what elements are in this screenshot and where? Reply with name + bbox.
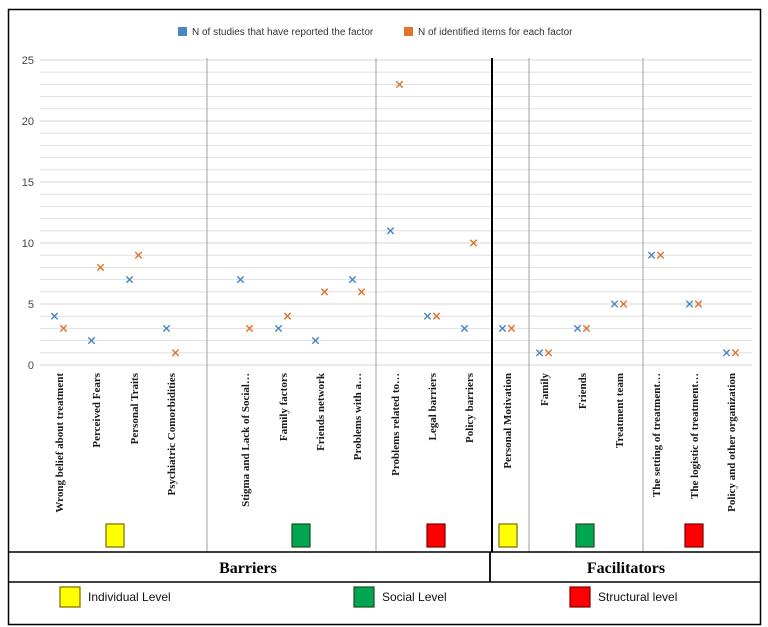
outer-border: [7, 8, 762, 626]
data-marker-studies: [535, 349, 544, 357]
key-label-social: Social Level: [382, 590, 447, 604]
level-key: Individual Level Social Level Structural…: [59, 586, 677, 608]
category-label: Perceived Fears: [91, 372, 103, 447]
category-labels: Wrong belief about treatment Perceived Fe…: [54, 372, 738, 513]
data-marker-items: [544, 349, 553, 357]
group-level-box: [684, 523, 704, 548]
data-markers: [50, 80, 740, 357]
data-marker-studies: [50, 312, 59, 320]
data-marker-items: [283, 312, 292, 320]
data-marker-items: [134, 251, 143, 259]
category-label: The setting of treatment…: [651, 373, 663, 497]
y-gridlines: [40, 59, 752, 366]
data-marker-studies: [498, 324, 507, 333]
y-tick-label: 15: [22, 177, 34, 189]
category-label: Policy and other organization: [726, 373, 738, 512]
y-tick-label: 10: [22, 238, 34, 250]
data-marker-items: [694, 300, 703, 308]
barriers-label: Barriers: [219, 560, 277, 577]
data-marker-studies: [87, 336, 96, 345]
group-level-markers: [105, 523, 704, 548]
category-label: Problems with a…: [352, 373, 364, 460]
data-marker-studies: [162, 324, 171, 333]
data-marker-items: [582, 324, 591, 333]
data-marker-items: [395, 80, 404, 89]
category-label: Policy barriers: [464, 372, 476, 443]
data-marker-items: [357, 288, 366, 296]
group-separators: [206, 58, 644, 552]
group-level-box: [426, 523, 446, 548]
group-level-box: [291, 523, 311, 548]
data-marker-studies: [125, 275, 134, 284]
y-tick-label: 0: [28, 360, 34, 372]
data-marker-items: [619, 300, 628, 308]
category-label: Problems related to…: [390, 373, 402, 476]
data-marker-studies: [386, 227, 395, 235]
data-marker-items: [320, 288, 329, 296]
data-marker-studies: [610, 300, 619, 308]
legend-swatch-items: [404, 27, 413, 36]
key-swatch-individual: [59, 586, 81, 608]
data-marker-items: [469, 239, 478, 247]
data-marker-studies: [722, 349, 731, 357]
data-marker-items: [245, 324, 254, 333]
key-label-individual: Individual Level: [88, 590, 171, 604]
category-label: Personal Traits: [129, 372, 141, 444]
data-marker-studies: [274, 324, 283, 333]
group-level-box: [575, 523, 595, 548]
data-marker-studies: [311, 336, 320, 345]
y-tick-label: 20: [22, 116, 34, 128]
data-marker-items: [432, 312, 441, 320]
data-marker-studies: [236, 275, 245, 284]
legend-label-items: N of identified items for each factor: [418, 27, 573, 38]
data-marker-items: [656, 251, 665, 259]
legend-label-studies: N of studies that have reported the fact…: [192, 27, 374, 38]
category-label: Legal barriers: [427, 372, 439, 440]
data-marker-studies: [460, 324, 469, 333]
category-label: Wrong belief about treatment: [54, 373, 66, 513]
facilitators-label: Facilitators: [587, 560, 665, 577]
legend-swatch-studies: [178, 27, 187, 36]
category-label: Friends: [577, 372, 589, 409]
y-tick-labels: 0 5 10 15 20 25: [22, 55, 34, 372]
key-swatch-social: [353, 586, 375, 608]
data-marker-studies: [348, 275, 357, 284]
y-tick-label: 25: [22, 55, 34, 67]
data-marker-items: [171, 349, 180, 357]
data-marker-items: [731, 349, 740, 357]
y-tick-label: 5: [28, 299, 34, 311]
category-label: The logistic of treatment…: [689, 373, 701, 499]
category-label: Family factors: [278, 372, 290, 441]
category-label: Psychiatric Comorbidities: [166, 372, 178, 495]
data-marker-items: [507, 324, 516, 333]
key-swatch-structural: [569, 586, 591, 608]
data-marker-studies: [423, 312, 432, 320]
key-label-structural: Structural level: [598, 590, 677, 604]
data-marker-studies: [573, 324, 582, 333]
category-label: Stigma and Lack of Social…: [240, 373, 252, 507]
data-marker-studies: [647, 251, 656, 259]
series-legend: N of studies that have reported the fact…: [178, 27, 573, 38]
category-label: Treatment team: [614, 373, 626, 448]
category-label: Personal Motivation: [502, 373, 514, 469]
data-marker-items: [96, 263, 105, 272]
group-level-box: [498, 523, 518, 548]
data-marker-items: [59, 324, 68, 333]
category-label: Family: [539, 373, 551, 406]
category-label: Friends network: [315, 372, 327, 451]
data-marker-studies: [685, 300, 694, 308]
group-level-box: [105, 523, 125, 548]
